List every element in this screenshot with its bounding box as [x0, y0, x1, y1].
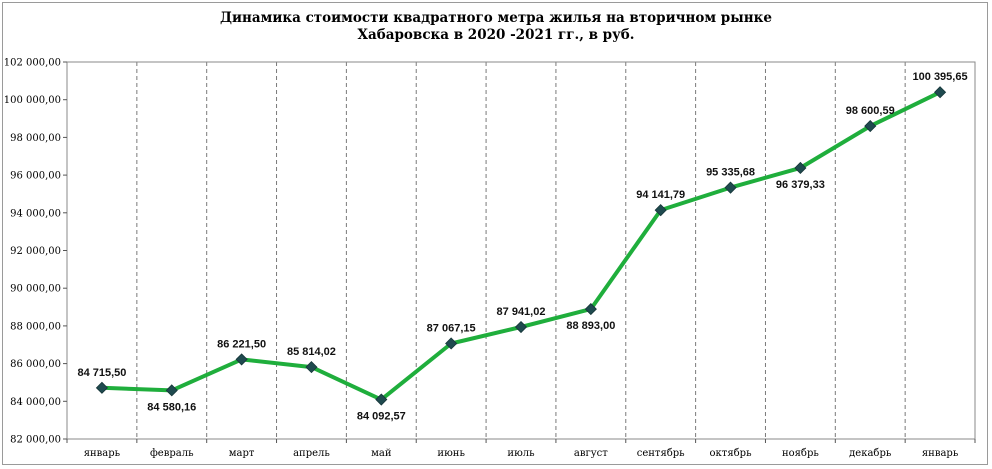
x-tick-label: июнь	[437, 448, 465, 459]
data-point-marker	[375, 393, 388, 406]
y-tick-label: 84 000,00	[10, 397, 61, 408]
y-tick-label: 82 000,00	[10, 435, 61, 446]
y-tick-label: 90 000,00	[10, 284, 61, 295]
x-tick-label: август	[574, 448, 608, 459]
x-tick-label: октябрь	[710, 448, 753, 459]
data-label: 85 814,02	[287, 346, 336, 358]
y-tick-label: 96 000,00	[10, 171, 61, 182]
series-line	[99, 90, 943, 402]
data-point-marker	[584, 303, 597, 316]
data-label: 88 893,00	[566, 320, 615, 332]
data-label: 98 600,59	[846, 105, 895, 117]
data-point-marker	[934, 86, 947, 99]
data-point-marker	[724, 181, 737, 194]
data-point-marker	[445, 337, 458, 350]
y-tick-label: 102 000,00	[4, 58, 61, 69]
x-tick-label: ноябрь	[782, 448, 819, 459]
y-tick-label: 98 000,00	[10, 133, 61, 144]
data-label: 84 580,16	[147, 401, 196, 413]
data-label: 96 379,33	[776, 179, 825, 191]
x-tick-label: апрель	[293, 448, 330, 459]
chart-title-line-2: Хабаровска в 2020 -2021 гг., в руб.	[357, 27, 635, 43]
x-tick-label: сентябрь	[637, 448, 685, 459]
data-label: 87 067,15	[427, 322, 476, 334]
x-tick-label: декабрь	[849, 448, 892, 459]
x-tick-label: февраль	[150, 448, 194, 459]
x-tick-label: июль	[507, 448, 535, 459]
data-point-marker	[864, 120, 877, 133]
data-label: 84 715,50	[77, 367, 126, 379]
data-label: 94 141,79	[636, 189, 685, 201]
x-tick-label: январь	[84, 448, 121, 459]
data-label: 100 395,65	[913, 71, 968, 83]
data-label: 84 092,57	[357, 411, 406, 423]
data-point-marker	[794, 161, 807, 175]
data-label: 86 221,50	[217, 338, 266, 350]
y-tick-label: 88 000,00	[10, 321, 61, 332]
x-tick-label: январь	[922, 448, 959, 459]
chart-title-line-1: Динамика стоимости квадратного метра жил…	[220, 10, 772, 26]
chart-title: Динамика стоимости квадратного метра жил…	[0, 10, 992, 44]
y-tick-label: 92 000,00	[10, 246, 61, 257]
x-tick-label: май	[371, 448, 392, 459]
y-tick-label: 100 000,00	[4, 95, 61, 106]
y-tick-label: 94 000,00	[10, 208, 61, 219]
y-tick-label: 86 000,00	[10, 359, 61, 370]
x-tick-label: март	[229, 448, 255, 459]
data-label: 87 941,02	[497, 306, 546, 318]
data-point-marker	[514, 320, 528, 334]
data-point-marker	[95, 381, 108, 394]
plot-area-border	[66, 61, 976, 440]
data-point-marker	[305, 361, 318, 374]
data-point-marker	[654, 204, 667, 217]
data-label: 95 335,68	[706, 167, 755, 179]
data-point-marker	[165, 384, 178, 397]
data-point-marker	[235, 353, 248, 366]
